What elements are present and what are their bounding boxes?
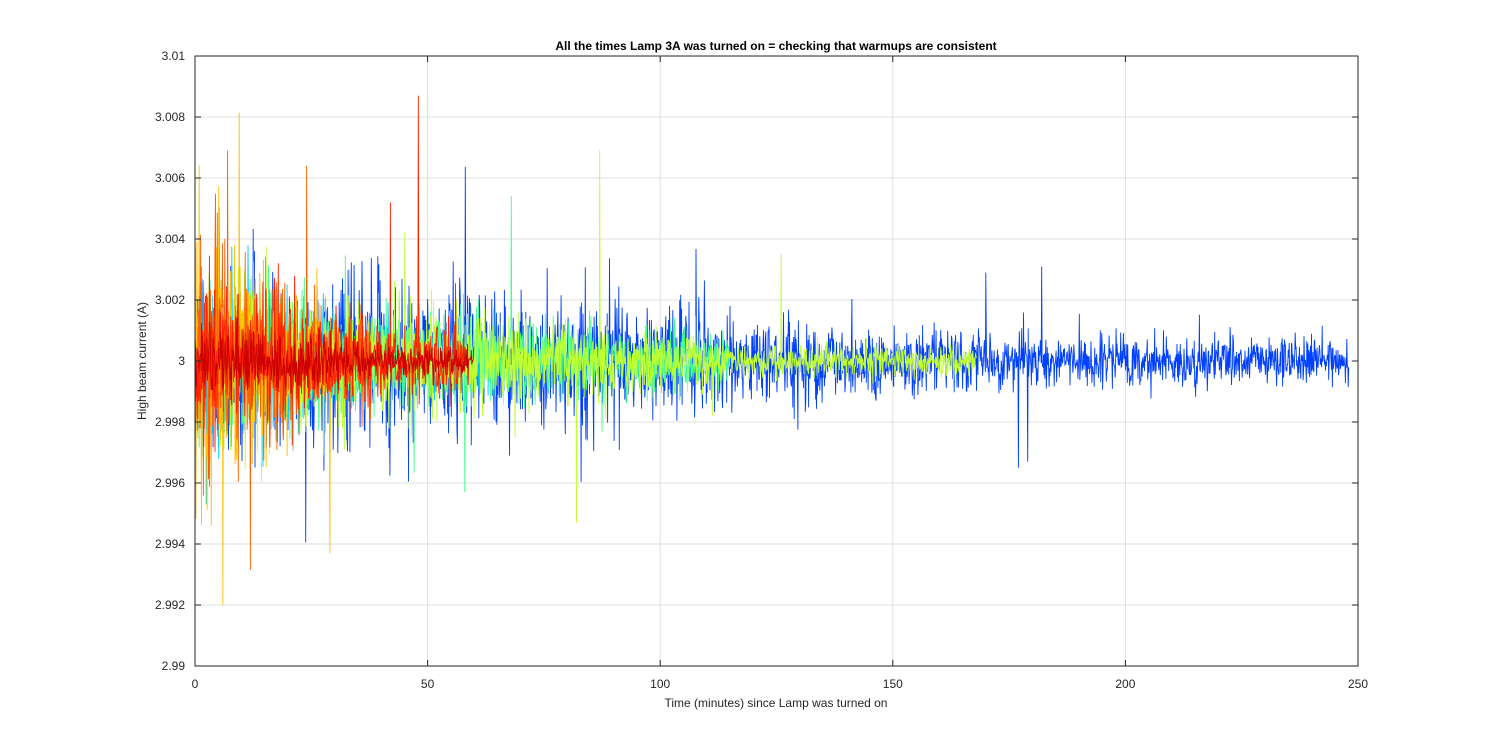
y-tick-label: 3.002 bbox=[155, 293, 185, 307]
chart-title: All the times Lamp 3A was turned on = ch… bbox=[555, 39, 996, 53]
series-line-8 bbox=[194, 316, 475, 401]
y-tick-label: 2.996 bbox=[155, 476, 185, 490]
y-tick-label: 2.998 bbox=[155, 415, 185, 429]
x-tick-label: 200 bbox=[1115, 677, 1135, 691]
x-tick-label: 250 bbox=[1348, 677, 1368, 691]
series-group bbox=[194, 95, 1350, 606]
y-tick-label: 3.008 bbox=[155, 110, 185, 124]
x-tick-label: 150 bbox=[883, 677, 903, 691]
x-tick-label: 100 bbox=[650, 677, 670, 691]
y-tick-label: 3 bbox=[178, 354, 185, 368]
x-tick-label: 50 bbox=[421, 677, 435, 691]
y-tick-label: 3.01 bbox=[162, 49, 186, 63]
y-tick-label: 3.004 bbox=[155, 232, 185, 246]
y-tick-label: 2.99 bbox=[162, 659, 186, 673]
y-tick-label: 2.992 bbox=[155, 598, 185, 612]
x-axis-label: Time (minutes) since Lamp was turned on bbox=[665, 696, 888, 710]
series-line-1 bbox=[194, 166, 1350, 543]
x-tick-label: 0 bbox=[192, 677, 199, 691]
y-axis-label: High beam current (A) bbox=[135, 302, 149, 420]
y-tick-label: 3.006 bbox=[155, 171, 185, 185]
y-tick-label: 2.994 bbox=[155, 537, 185, 551]
ticks: 0 50 100 150 200 250 2.99 2.992 2.994 2.996 2.998 3… bbox=[155, 49, 1368, 691]
